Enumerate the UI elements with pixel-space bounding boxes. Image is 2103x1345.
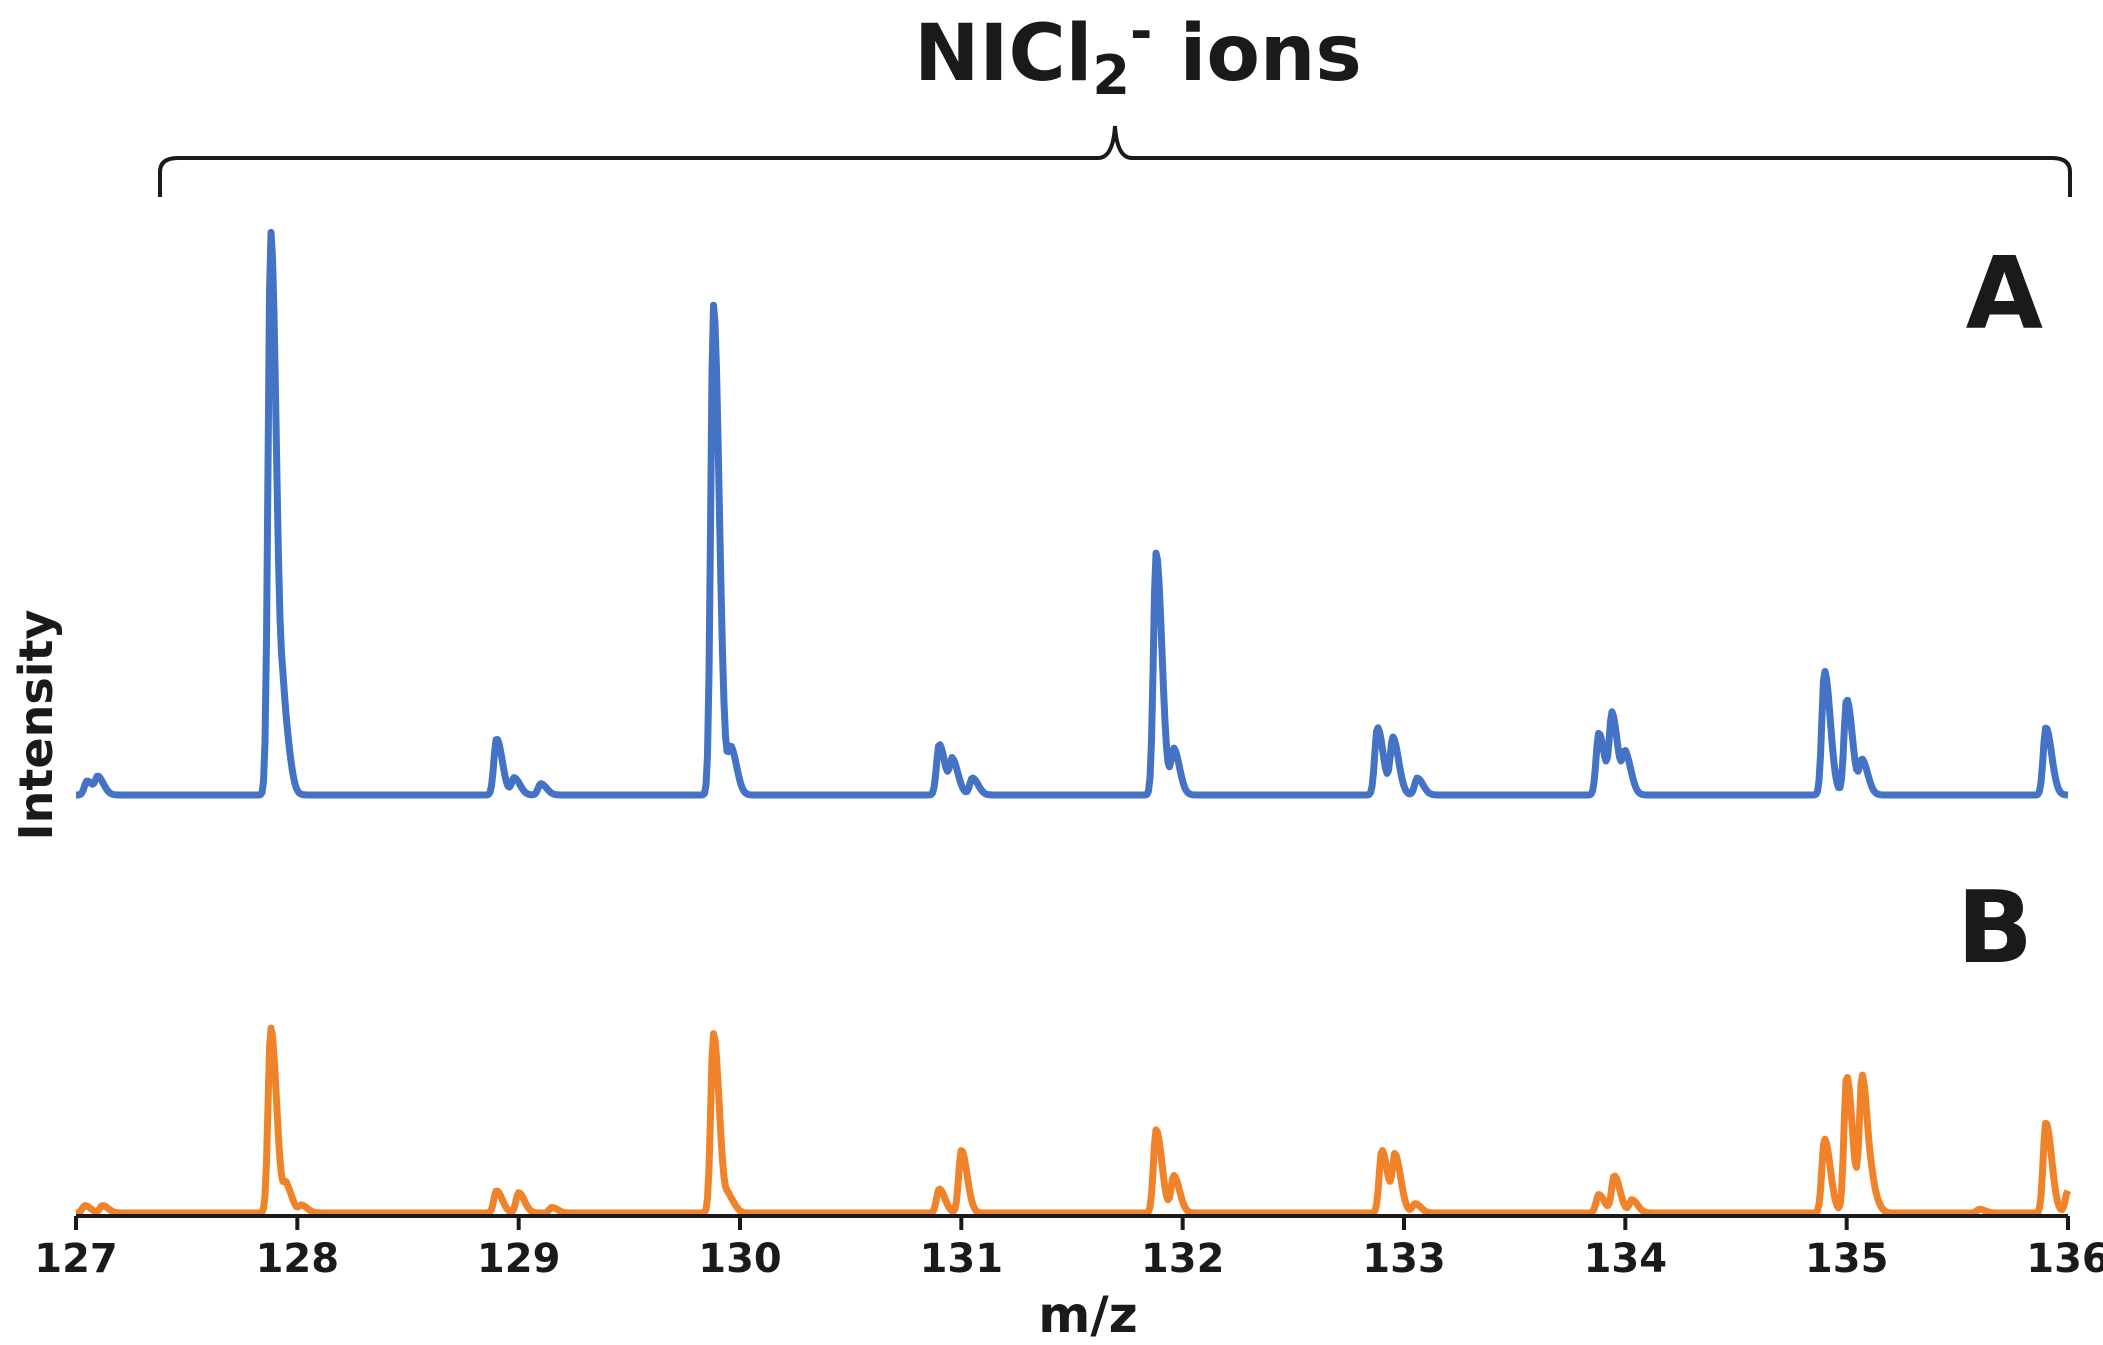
x-tick-label: 133 — [1362, 1236, 1446, 1282]
chart-title-subscript: 2 — [1092, 44, 1130, 107]
x-tick-label: 127 — [34, 1236, 118, 1282]
x-axis-label: m/z — [1038, 1286, 1137, 1344]
chart-title-base: NICl — [914, 9, 1092, 99]
panel-label-b: B — [1957, 869, 2033, 986]
x-tick-label: 128 — [256, 1236, 340, 1282]
x-tick-label: 136 — [2026, 1236, 2103, 1282]
x-tick-label: 134 — [1584, 1236, 1668, 1282]
x-tick-label: 131 — [920, 1236, 1004, 1282]
chart-title: NICl2- ions — [914, 0, 1362, 107]
x-tick-label: 130 — [698, 1236, 782, 1282]
chart-title-suffix: ions — [1152, 9, 1361, 99]
series-b-line — [74, 1024, 2072, 1217]
x-ticks: 127 128 129 130 131 132 133 134 135 136 — [34, 1216, 2103, 1282]
x-tick-label: 135 — [1805, 1236, 1889, 1282]
series-a-line — [74, 228, 2070, 799]
title-brace — [158, 125, 2072, 197]
panel-label-a: A — [1966, 235, 2043, 352]
x-tick-label: 132 — [1141, 1236, 1225, 1282]
x-tick-label: 129 — [477, 1236, 561, 1282]
y-axis-label: Intensity — [9, 610, 63, 841]
chart-title-superscript: - — [1130, 0, 1152, 63]
